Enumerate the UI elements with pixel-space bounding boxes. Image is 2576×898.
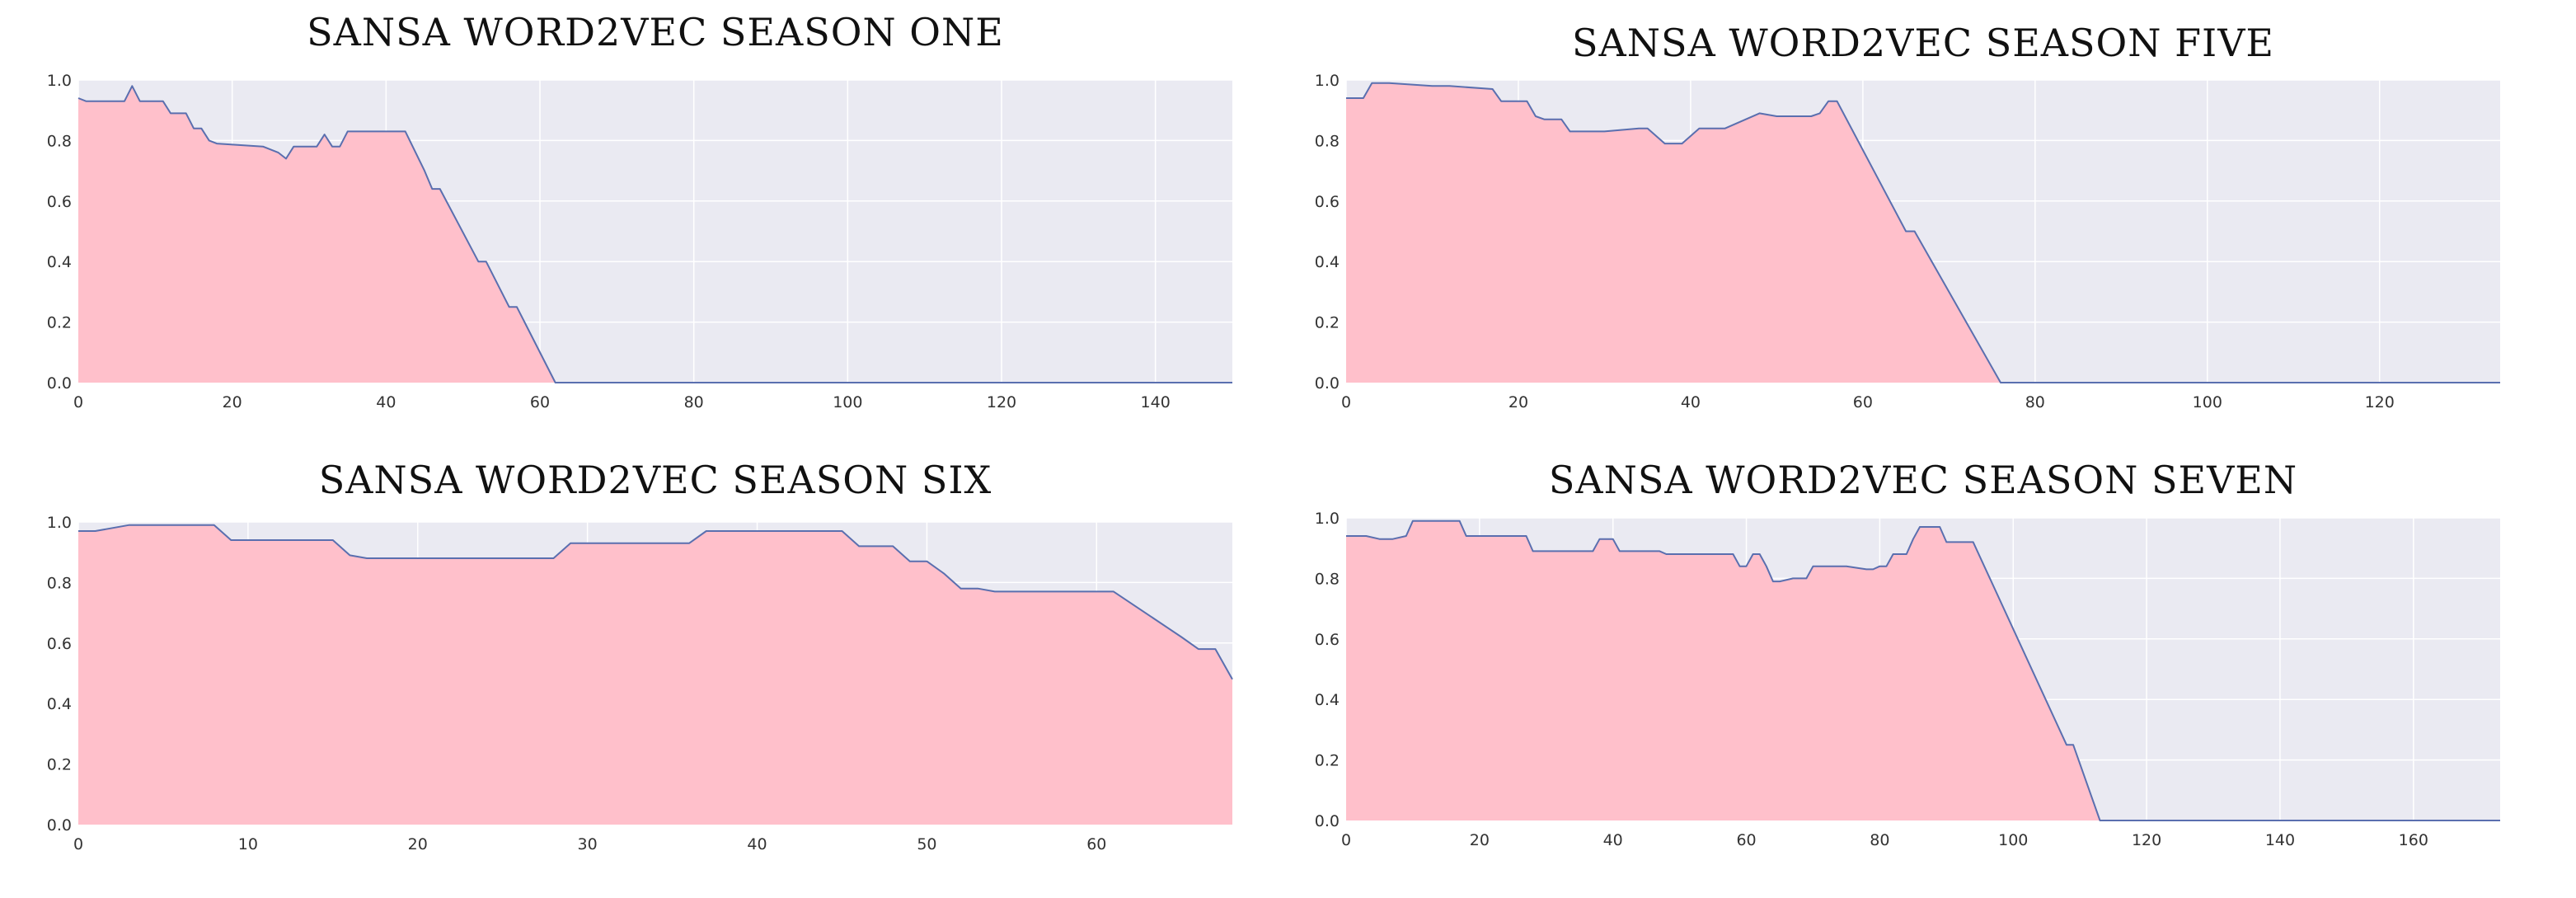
- chart-panel-season-one: SANSA WORD2VEC SEASON ONE 0 20 40 60 80 100 12…: [47, 10, 1232, 411]
- x-tick-label: 0: [73, 835, 83, 853]
- x-tick-label: 40: [1603, 831, 1623, 849]
- y-tick-label: 1.0: [47, 514, 72, 532]
- x-tick-label: 80: [684, 393, 704, 411]
- x-tick-label: 120: [987, 393, 1016, 411]
- x-tick-label: 30: [578, 835, 598, 853]
- x-tick-label: 120: [2132, 831, 2161, 849]
- x-tick-label: 140: [2265, 831, 2295, 849]
- y-tick-label: 0.0: [47, 816, 72, 835]
- y-tick-label: 0.6: [1315, 631, 1340, 649]
- chart-title: SANSA WORD2VEC SEASON SEVEN: [1549, 458, 2297, 502]
- x-tick-label: 50: [917, 835, 936, 853]
- y-tick-label: 0.8: [47, 574, 72, 592]
- x-tick-label: 160: [2399, 831, 2428, 849]
- y-tick-label: 0.2: [1315, 752, 1340, 770]
- y-tick-label: 0.4: [47, 695, 72, 713]
- area-fill: [1346, 520, 2500, 820]
- x-tick-label: 60: [1736, 831, 1756, 849]
- y-tick-label: 0.6: [47, 193, 72, 211]
- y-tick-label: 0.2: [47, 314, 72, 332]
- y-tick-label: 1.0: [1315, 72, 1340, 90]
- tick-labels: 0 20 40 60 80 100 120 0.0 0.2 0.4 0.6 0.8 1.0: [1315, 72, 2395, 411]
- tick-labels: 0 20 40 60 80 100 120 140 0.0 0.2 0.4 0.6 0.8 1.0: [47, 72, 1171, 411]
- chart-title: SANSA WORD2VEC SEASON SIX: [319, 458, 992, 502]
- x-tick-label: 100: [1998, 831, 2028, 849]
- y-tick-label: 0.4: [1315, 691, 1340, 709]
- y-tick-label: 0.0: [1315, 812, 1340, 830]
- chart-panel-season-six: SANSA WORD2VEC SEASON SIX 0 10 20 30 40 50 600…: [47, 458, 1233, 853]
- x-tick-label: 80: [2025, 393, 2045, 411]
- series-line: [1346, 520, 2500, 821]
- x-tick-label: 100: [2193, 393, 2222, 411]
- y-tick-label: 1.0: [1315, 510, 1340, 528]
- x-tick-label: 40: [376, 393, 396, 411]
- x-tick-label: 120: [2365, 393, 2395, 411]
- x-tick-label: 60: [1853, 393, 1873, 411]
- y-tick-label: 0.8: [47, 132, 72, 150]
- x-tick-label: 80: [1870, 831, 1889, 849]
- chart-panel-season-seven: SANSA WORD2VEC SEASON SEVEN 0 20 40 60 80 100…: [1315, 458, 2500, 849]
- x-tick-label: 60: [1086, 835, 1106, 853]
- y-tick-label: 0.2: [47, 756, 72, 774]
- tick-labels: 0 20 40 60 80 100 120 140 160 0.0 0.2 0.4 0.6 0.8 1.0: [1315, 510, 2428, 849]
- y-tick-label: 0.6: [47, 635, 72, 653]
- x-tick-label: 60: [530, 393, 550, 411]
- x-tick-label: 20: [408, 835, 428, 853]
- y-tick-label: 1.0: [47, 72, 72, 90]
- chart-title: SANSA WORD2VEC SEASON FIVE: [1572, 21, 2274, 65]
- x-tick-label: 10: [238, 835, 258, 853]
- x-tick-label: 100: [833, 393, 862, 411]
- x-tick-label: 0: [1341, 831, 1351, 849]
- area-fill: [78, 86, 1232, 383]
- area-fill: [1346, 82, 2500, 383]
- series-line: [78, 524, 1233, 680]
- series-line: [1346, 82, 2500, 383]
- chart-panel-season-five: SANSA WORD2VEC SEASON FIVE 0 20 40 60 80 100 1…: [1315, 21, 2500, 411]
- tick-labels: 0 10 20 30 40 50 60 0.0 0.2 0.4 0.6 0.8 1.0: [47, 514, 1107, 853]
- y-tick-label: 0.4: [47, 253, 72, 271]
- x-tick-label: 20: [1470, 831, 1490, 849]
- x-tick-label: 20: [223, 393, 242, 411]
- y-tick-label: 0.4: [1315, 253, 1340, 271]
- y-tick-label: 0.6: [1315, 193, 1340, 211]
- y-tick-label: 0.0: [47, 374, 72, 393]
- x-tick-label: 0: [1341, 393, 1351, 411]
- series-line: [77, 85, 1232, 383]
- y-tick-label: 0.8: [1315, 570, 1340, 588]
- x-tick-label: 40: [747, 835, 767, 853]
- x-tick-label: 20: [1509, 393, 1528, 411]
- chart-title: SANSA WORD2VEC SEASON ONE: [307, 10, 1004, 54]
- y-tick-label: 0.2: [1315, 314, 1340, 332]
- y-tick-label: 0.8: [1315, 132, 1340, 150]
- y-tick-label: 0.0: [1315, 374, 1340, 393]
- x-tick-label: 40: [1681, 393, 1701, 411]
- x-tick-label: 140: [1141, 393, 1171, 411]
- x-tick-label: 0: [73, 393, 83, 411]
- area-fill: [78, 524, 1232, 825]
